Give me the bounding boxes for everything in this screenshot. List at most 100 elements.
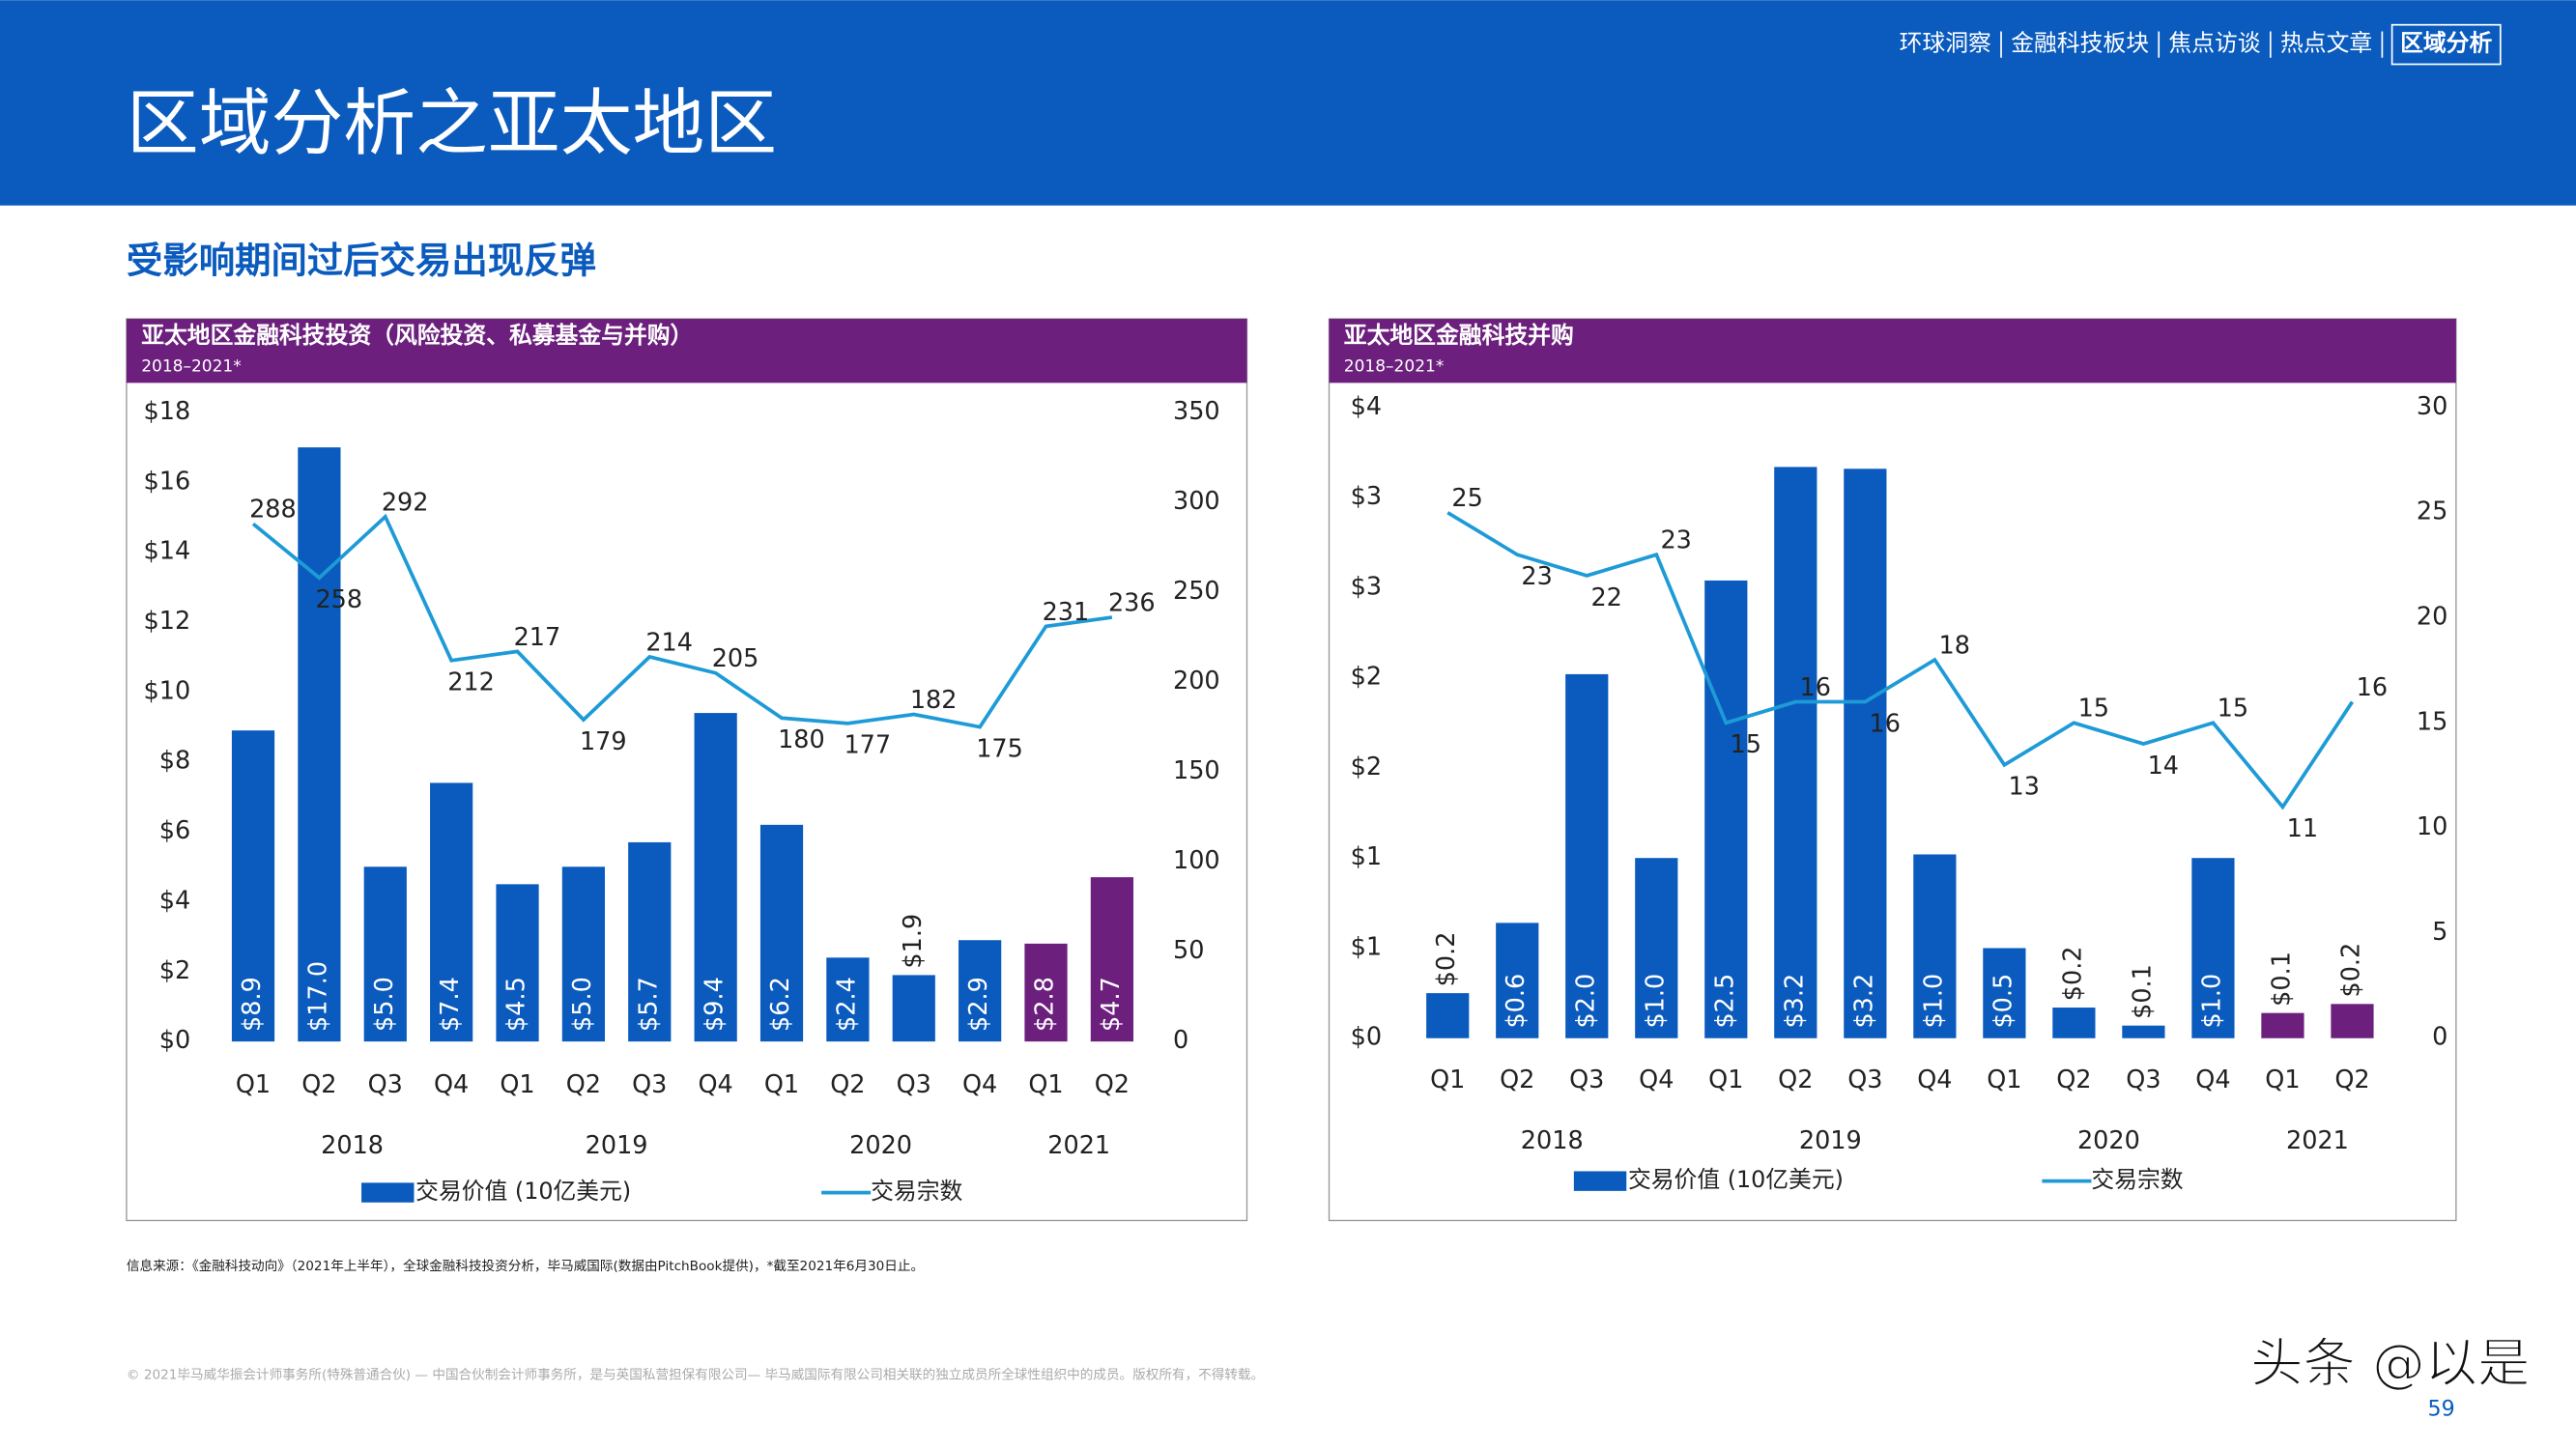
point-label: 23	[1660, 526, 1691, 555]
bar	[1983, 948, 2026, 1038]
y-tick-label: $10	[144, 676, 191, 705]
page-number: 59	[2428, 1397, 2455, 1422]
x-tick-label: Q1	[500, 1070, 534, 1099]
y-tick-label: $0	[159, 1026, 190, 1055]
bar	[231, 730, 275, 1042]
y2-tick-label: 250	[1173, 577, 1220, 606]
x-tick-label: Q1	[236, 1070, 271, 1099]
bar-value-label: $0.1	[2267, 952, 2296, 1007]
chart-subtitle: 2018–2021*	[141, 356, 242, 376]
point-label: 22	[1590, 583, 1621, 612]
x-tick-label: Q3	[897, 1070, 931, 1099]
x-tick-label: Q4	[1917, 1065, 1952, 1094]
bar	[1496, 923, 1539, 1038]
bar	[1090, 877, 1133, 1042]
panel	[1328, 318, 2457, 1222]
bar-value-label: $6.2	[766, 977, 795, 1032]
bar	[1635, 858, 1678, 1038]
bar	[759, 824, 804, 1042]
x-tick-label: Q3	[368, 1070, 403, 1099]
nav-item: 焦点访谈	[2168, 30, 2260, 57]
x-tick-label: Q3	[1569, 1065, 1604, 1094]
footer: © 2021毕马威华振会计师事务所(特殊普通合伙) — 中国合伙制会计师事务所，…	[127, 1366, 1264, 1382]
y2-tick-label: 0	[1173, 1026, 1188, 1055]
x-tick-label: Q4	[1639, 1065, 1674, 1094]
y2-tick-label: 0	[2432, 1023, 2447, 1052]
bar	[892, 975, 935, 1042]
legend-label: 交易宗数	[2091, 1166, 2183, 1193]
point-label: 11	[2287, 814, 2318, 843]
x-tick-label: Q4	[962, 1070, 997, 1099]
point-label: 16	[1799, 673, 1830, 702]
x-tick-label: Q1	[1430, 1065, 1465, 1094]
line	[1446, 511, 2355, 810]
bar-value-label: $2.4	[832, 977, 861, 1032]
y-tick-label: $14	[144, 537, 191, 566]
x-tick-label: Q3	[1847, 1065, 1882, 1094]
y2-tick-label: 200	[1173, 667, 1220, 696]
point-label: 180	[778, 725, 825, 754]
x-tick-label: Q2	[301, 1070, 336, 1099]
bar	[2122, 1025, 2165, 1038]
nav-active-box	[2390, 23, 2502, 66]
bar-value-label: $5.0	[568, 977, 597, 1032]
year-label: 2020	[2077, 1126, 2140, 1155]
bar-value-label: $0.6	[1502, 974, 1531, 1029]
x-tick-label: Q2	[566, 1070, 601, 1099]
bar	[959, 940, 1002, 1042]
x-tick-label: Q2	[1500, 1065, 1534, 1094]
y2-tick-label: 30	[2417, 392, 2447, 421]
bar-value-label: $0.5	[1989, 974, 2018, 1029]
legend-label: 交易价值 (10亿美元)	[415, 1178, 631, 1205]
x-tick-label: Q3	[2126, 1065, 2161, 1094]
y2-tick-label: 10	[2417, 812, 2447, 841]
bar	[1844, 469, 1887, 1038]
source-note: 信息来源：《金融科技动向》（2021年上半年），全球金融科技投资分析，毕马威国际…	[127, 1258, 924, 1274]
bar-value-label: $8.9	[238, 977, 267, 1032]
bar	[1565, 673, 1609, 1038]
legend-swatch	[361, 1182, 415, 1203]
bar-value-label: $0.2	[2336, 943, 2365, 998]
point-label: 15	[2078, 695, 2109, 724]
bar-value-label: $1.0	[2197, 974, 2226, 1029]
bar-value-label: $2.0	[1571, 974, 1600, 1029]
bar	[2191, 858, 2235, 1038]
bar-value-label: $0.1	[2128, 964, 2157, 1019]
bar	[496, 884, 539, 1042]
bar	[826, 957, 870, 1042]
bar	[2052, 1008, 2096, 1038]
y2-tick-label: 20	[2417, 602, 2447, 631]
bar-value-label: $2.9	[964, 977, 993, 1032]
chart-subtitle: 2018–2021*	[1344, 356, 1445, 376]
y-tick-label: $3	[1351, 482, 1382, 511]
point-label: 14	[2148, 752, 2179, 781]
bar-value-label: $2.8	[1031, 977, 1060, 1032]
bar-value-label: $9.4	[701, 977, 730, 1032]
y2-tick-label: 25	[2417, 497, 2447, 526]
bar	[2331, 1004, 2374, 1038]
y-tick-label: $1	[1351, 932, 1382, 961]
point-label: 175	[976, 734, 1023, 763]
bar-value-label: $17.0	[303, 961, 332, 1032]
year-label: 2020	[849, 1131, 912, 1160]
point-label: 292	[382, 488, 429, 517]
y-tick-label: $2	[1351, 663, 1382, 692]
bar	[363, 867, 407, 1042]
bar-value-label: $4.5	[502, 977, 531, 1032]
point-label: 16	[2357, 673, 2388, 702]
point-label: 236	[1108, 588, 1156, 617]
bar-value-label: $1.0	[1641, 974, 1670, 1029]
bar-value-label: $4.7	[1097, 977, 1126, 1032]
page-title: 区域分析之亚太地区	[127, 81, 777, 165]
point-label: 182	[910, 686, 958, 715]
line	[251, 513, 1113, 729]
year-label: 2019	[586, 1131, 648, 1160]
point-label: 258	[315, 585, 362, 614]
year-label: 2021	[1047, 1131, 1110, 1160]
y2-tick-label: 15	[2417, 707, 2447, 736]
y2-tick-label: 50	[1173, 936, 1204, 965]
point-label: 205	[712, 644, 759, 673]
bar	[1024, 943, 1068, 1042]
